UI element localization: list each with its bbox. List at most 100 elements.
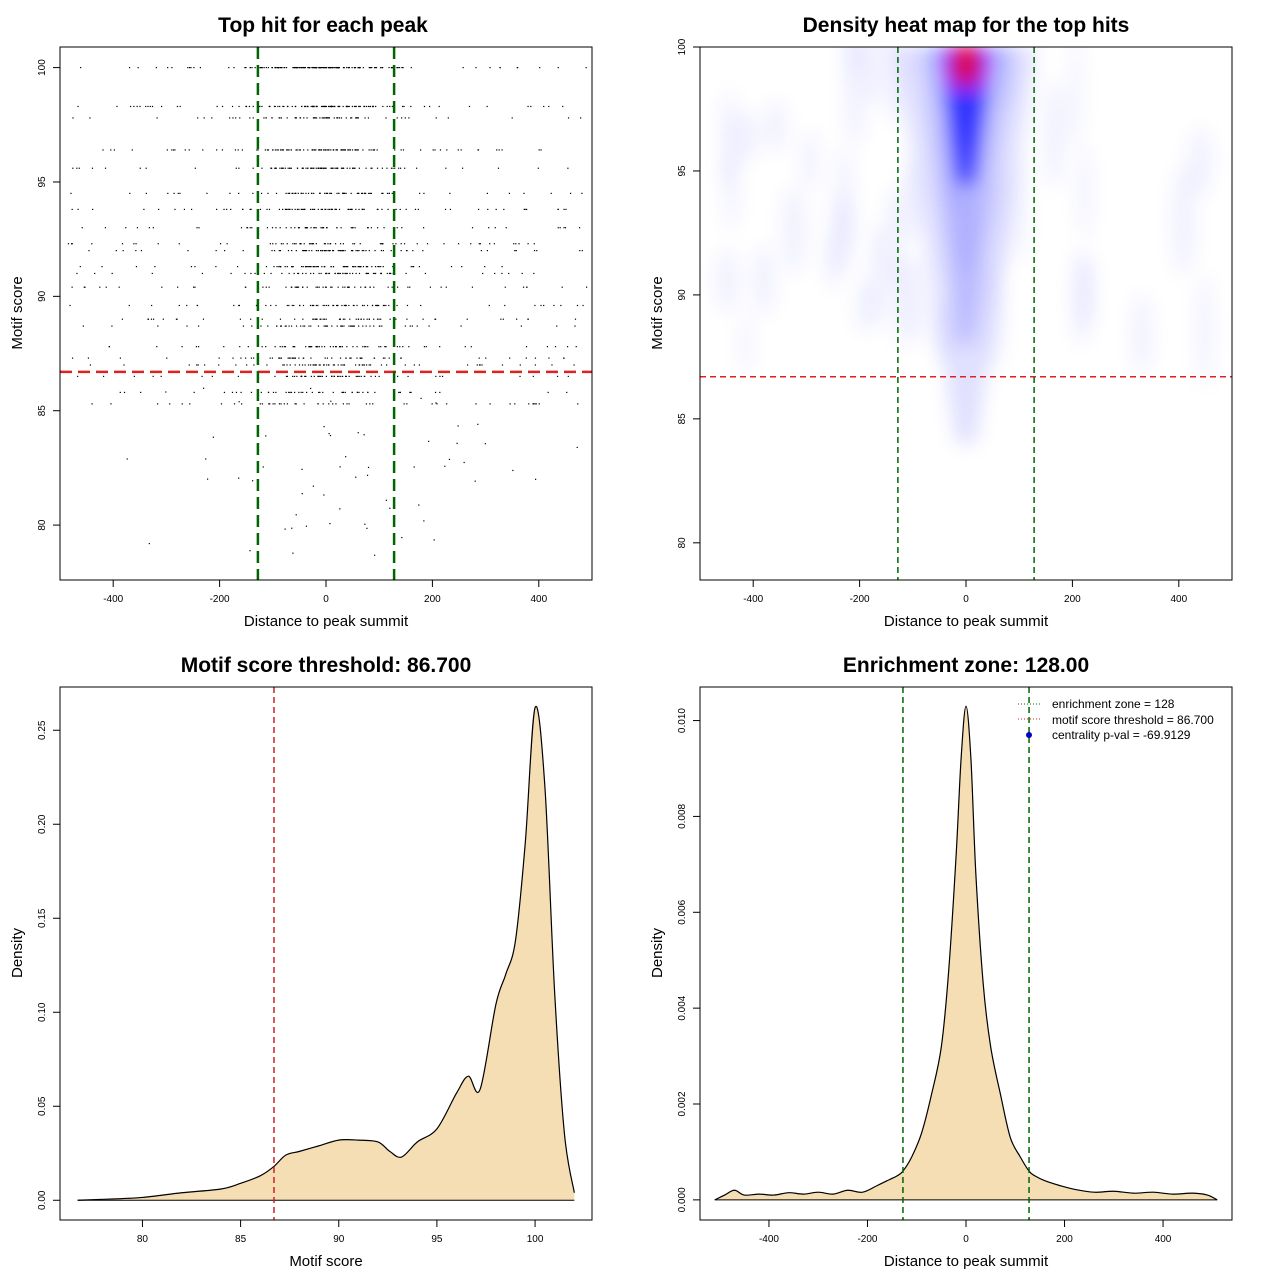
density-curve <box>714 705 1218 1201</box>
scatter-point <box>346 272 348 275</box>
scatter-point <box>288 391 290 394</box>
scatter-point <box>356 149 358 151</box>
scatter-point <box>265 286 267 288</box>
scatter-point <box>302 266 304 268</box>
scatter-point <box>557 227 559 229</box>
scatter-point <box>344 272 346 275</box>
scatter-point <box>235 364 237 366</box>
scatter-point <box>285 375 288 378</box>
scatter-point <box>363 318 365 320</box>
scatter-point <box>286 208 288 211</box>
scatter-point <box>523 192 525 195</box>
scatter-point <box>474 480 476 482</box>
scatter-point <box>546 346 549 348</box>
scatter-point <box>128 304 130 307</box>
scatter-point <box>308 66 311 69</box>
scatter-point <box>242 325 245 327</box>
scatter-point <box>273 249 276 252</box>
y-tick-label: 0.008 <box>677 803 688 828</box>
scatter-point <box>299 117 301 119</box>
scatter-point <box>338 346 341 348</box>
scatter-point <box>296 208 299 211</box>
scatter-point <box>475 66 477 69</box>
scatter-point <box>363 249 365 252</box>
scatter-point <box>151 304 153 307</box>
scatter-point <box>364 117 366 119</box>
scatter-point <box>249 66 252 69</box>
scatter-point <box>285 391 287 394</box>
scatter-point <box>460 149 462 151</box>
scatter-point <box>223 391 226 394</box>
scatter-point <box>304 249 307 252</box>
scatter-point <box>385 364 388 366</box>
scatter-point <box>330 192 333 195</box>
scatter-point <box>279 66 281 69</box>
scatter-point <box>325 66 327 69</box>
scatter-point <box>410 105 412 108</box>
density-speck <box>843 47 868 148</box>
scatter-point <box>516 66 518 69</box>
scatter-point <box>275 192 278 195</box>
scatter-point <box>576 446 578 449</box>
scatter-point <box>400 149 402 151</box>
scatter-point <box>365 403 368 405</box>
x-tick-label: -200 <box>850 594 870 605</box>
scatter-point <box>311 346 313 348</box>
scatter-point <box>145 167 147 169</box>
scatter-point <box>388 357 390 359</box>
density-curve <box>77 705 575 1201</box>
scatter-point <box>305 227 307 229</box>
scatter-point <box>316 346 318 348</box>
scatter-point <box>328 403 330 405</box>
scatter-point <box>398 66 401 69</box>
scatter-point <box>261 167 263 169</box>
scatter-point <box>530 105 532 108</box>
scatter-point <box>295 403 297 405</box>
scatter-point <box>573 364 575 366</box>
y-axis: 0.000.050.100.150.200.25 <box>37 720 60 1210</box>
scatter-point <box>359 105 361 108</box>
scatter-point <box>183 208 186 211</box>
scatter-point <box>278 249 280 252</box>
scatter-point <box>301 468 303 470</box>
scatter-point <box>561 286 563 288</box>
scatter-point <box>370 192 372 195</box>
scatter-point <box>339 243 342 245</box>
scatter-point <box>335 66 337 69</box>
scatter-point <box>336 149 338 151</box>
scatter-point <box>256 304 258 307</box>
scatter-point <box>368 249 370 252</box>
scatter-point <box>564 227 567 229</box>
scatter-point <box>336 117 338 119</box>
scatter-point <box>328 66 330 69</box>
scatter-point <box>361 304 364 307</box>
scatter-point <box>360 318 362 320</box>
x-tick-label: 200 <box>424 594 441 605</box>
density-speck <box>1076 251 1096 331</box>
scatter-point <box>515 243 517 245</box>
scatter-point <box>110 149 112 151</box>
scatter-point <box>380 272 382 275</box>
scatter-point <box>359 357 361 359</box>
density-area <box>77 705 575 1201</box>
scatter-point <box>360 192 363 195</box>
scatter-point <box>155 66 157 69</box>
scatter-point <box>320 227 322 229</box>
scatter-point <box>390 272 392 275</box>
scatter-point <box>123 364 125 366</box>
scatter-point <box>78 167 80 169</box>
scatter-point <box>390 249 392 252</box>
scatter-point <box>321 117 323 119</box>
scatter-point <box>316 66 318 69</box>
scatter-point <box>345 357 347 359</box>
scatter-point <box>359 266 361 268</box>
scatter-point <box>345 375 347 378</box>
scatter-point <box>319 192 321 195</box>
scatter-point <box>276 149 278 151</box>
scatter-point <box>314 117 317 119</box>
plot-frame <box>59 686 593 1221</box>
scatter-point <box>551 364 553 366</box>
scatter-point <box>233 66 235 69</box>
scatter-point <box>363 208 365 211</box>
scatter-point <box>292 552 294 554</box>
